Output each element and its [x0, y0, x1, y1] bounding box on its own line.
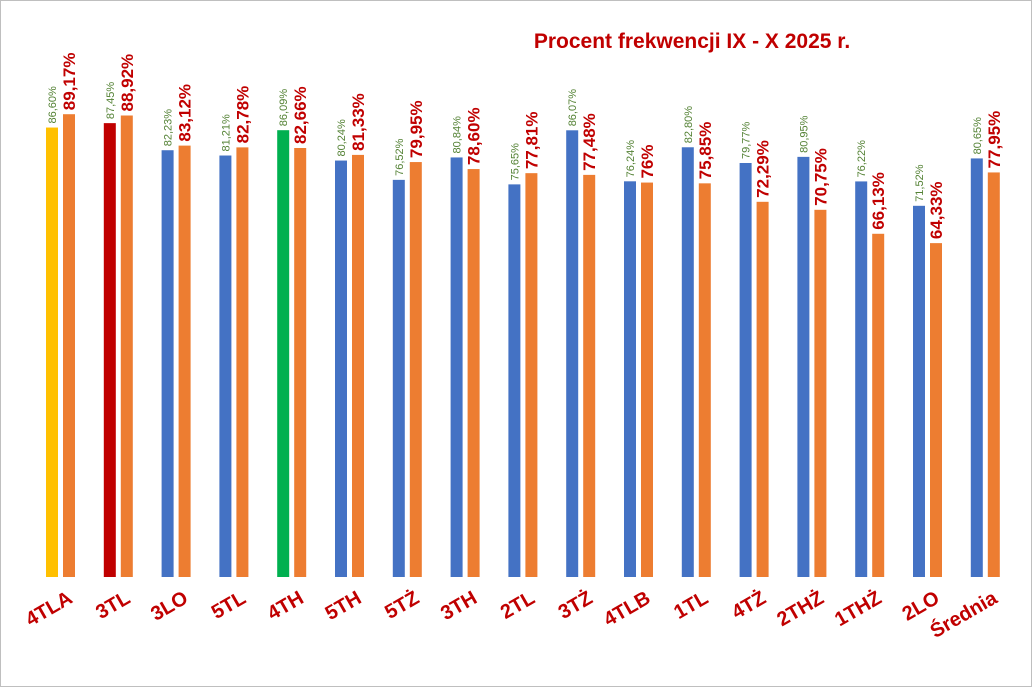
bar-series2-4TŻ — [756, 201, 769, 578]
data-label: 80,84% — [452, 116, 464, 154]
bar-series1-5TŻ — [392, 179, 405, 577]
bar-series1-4TH — [277, 130, 290, 577]
bar-series2-5TH — [352, 154, 364, 578]
data-label: 82,80% — [683, 106, 695, 144]
bar-series2-1TL — [698, 183, 711, 577]
bar-series2-Średnia — [987, 172, 1000, 577]
data-label: 76% — [638, 145, 657, 179]
data-label: 82,78% — [233, 86, 252, 144]
bar-series1-5TL — [219, 155, 232, 578]
data-label: 75,65% — [509, 143, 521, 181]
bar-series2-5TŻ — [409, 162, 422, 577]
data-label: 64,33% — [927, 181, 946, 239]
data-label: 71,52% — [914, 164, 926, 202]
data-label: 76,24% — [625, 140, 637, 178]
bar-series2-4TLB — [641, 182, 653, 577]
data-label: 82,66% — [291, 86, 310, 144]
category-label: 2TL — [497, 587, 539, 624]
data-label: 77,48% — [580, 113, 599, 171]
category-label: 4TLB — [600, 587, 654, 631]
bar-series1-1THŻ — [855, 181, 868, 577]
category-label: 5TL — [208, 587, 250, 624]
bar-series2-4TLA — [63, 114, 75, 577]
data-label: 80,65% — [972, 117, 984, 155]
data-label: 72,29% — [754, 140, 773, 198]
data-label: 78,60% — [465, 107, 484, 165]
bar-series2-3TL — [120, 115, 133, 578]
bar-series2-2THŻ — [814, 209, 827, 577]
bar-series1-3LO — [161, 150, 174, 577]
bar-series2-1THŻ — [872, 233, 885, 578]
category-label: 3LO — [147, 587, 192, 626]
bar-series2-3TH — [467, 169, 480, 578]
chart-title: Procent frekwencji IX - X 2025 r. — [534, 30, 850, 53]
bar-series1-2LO — [913, 205, 925, 577]
data-label: 86,09% — [278, 89, 290, 127]
data-label: 88,92% — [118, 54, 137, 112]
bar-series1-5TH — [335, 160, 347, 578]
data-label: 80,95% — [798, 115, 810, 153]
data-label: 76,52% — [394, 138, 406, 176]
data-label: 81,21% — [220, 114, 232, 152]
bar-series1-4TLA — [46, 127, 58, 578]
bar-series1-3TH — [450, 157, 463, 577]
data-label: 66,13% — [869, 172, 888, 230]
data-label: 76,22% — [856, 140, 868, 178]
bar-series1-2TL — [508, 184, 521, 577]
data-label: 79,77% — [741, 121, 753, 159]
data-label: 70,75% — [811, 148, 830, 206]
bar-series1-4TŻ — [739, 162, 752, 577]
data-label: 86,07% — [567, 89, 579, 127]
bar-series1-3TŻ — [566, 130, 579, 578]
bar-series1-3TL — [103, 123, 116, 578]
bar-series1-1TL — [681, 147, 694, 577]
category-label: 5TH — [322, 587, 366, 625]
data-label: 77,81% — [522, 111, 541, 169]
bar-series2-3TŻ — [583, 174, 596, 578]
bar-series2-3LO — [178, 145, 191, 578]
data-label: 89,17% — [60, 53, 79, 111]
category-label: 3TŻ — [554, 586, 596, 624]
data-label: 81,33% — [349, 93, 368, 151]
bar-series1-4TLB — [624, 181, 636, 578]
category-label: 5TŻ — [381, 586, 423, 624]
data-label: 87,45% — [105, 82, 117, 120]
data-label: 80,24% — [336, 119, 348, 157]
category-label: 4TLA — [22, 587, 76, 631]
bar-series1-2THŻ — [797, 156, 810, 577]
category-label: 4TŻ — [728, 586, 770, 624]
bar-series2-4TH — [294, 147, 307, 577]
bar-series2-2TL — [525, 173, 538, 577]
category-label: 3TH — [437, 587, 481, 625]
data-label: 83,12% — [176, 84, 195, 142]
data-label: 86,60% — [47, 86, 59, 124]
category-label: 4TH — [264, 587, 308, 625]
category-label: 1TL — [670, 587, 712, 624]
category-label: 3TL — [92, 587, 134, 624]
bar-series2-5TL — [236, 147, 249, 577]
bar-series1-Średnia — [970, 158, 983, 577]
bar-series2-2LO — [930, 243, 942, 577]
data-label: 82,23% — [163, 109, 175, 147]
data-label: 77,95% — [985, 111, 1004, 169]
data-label: 79,95% — [407, 100, 426, 158]
category-label: 1THŻ — [831, 586, 886, 631]
category-label: 2THŻ — [773, 586, 828, 631]
data-label: 75,85% — [696, 122, 715, 180]
category-label: Średnia — [926, 585, 1002, 643]
